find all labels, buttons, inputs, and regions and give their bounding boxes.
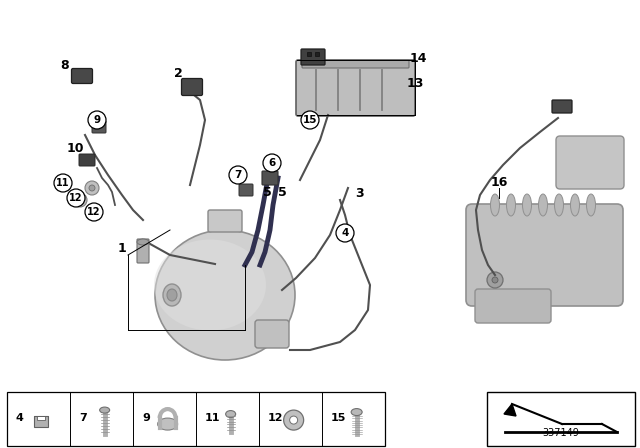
- Text: 15: 15: [331, 413, 346, 423]
- FancyBboxPatch shape: [182, 78, 202, 95]
- Bar: [36, 416, 45, 420]
- Text: 14: 14: [409, 52, 427, 65]
- Text: 12: 12: [87, 207, 100, 217]
- FancyBboxPatch shape: [301, 49, 325, 65]
- Ellipse shape: [100, 407, 109, 413]
- Circle shape: [290, 416, 298, 424]
- Circle shape: [336, 224, 354, 242]
- Ellipse shape: [137, 239, 149, 245]
- Ellipse shape: [490, 194, 499, 216]
- Ellipse shape: [570, 194, 579, 216]
- Text: 11: 11: [56, 178, 70, 188]
- Text: 3: 3: [356, 186, 364, 199]
- Ellipse shape: [554, 194, 563, 216]
- FancyBboxPatch shape: [302, 60, 409, 68]
- Text: 11: 11: [205, 413, 221, 423]
- Circle shape: [229, 166, 247, 184]
- FancyBboxPatch shape: [72, 69, 93, 83]
- Ellipse shape: [522, 194, 531, 216]
- FancyBboxPatch shape: [556, 136, 624, 189]
- Bar: [34, 416, 47, 427]
- Text: 9: 9: [93, 115, 100, 125]
- Ellipse shape: [157, 418, 178, 430]
- Circle shape: [54, 174, 72, 192]
- Text: 10: 10: [67, 142, 84, 155]
- Text: 7: 7: [79, 413, 87, 423]
- Ellipse shape: [167, 289, 177, 301]
- Text: 9: 9: [142, 413, 150, 423]
- FancyBboxPatch shape: [475, 289, 551, 323]
- Circle shape: [73, 193, 87, 207]
- Bar: [7, 392, 385, 446]
- Circle shape: [487, 272, 503, 288]
- Text: 5: 5: [278, 185, 286, 198]
- Circle shape: [88, 111, 106, 129]
- Text: 8: 8: [61, 59, 69, 72]
- Circle shape: [301, 111, 319, 129]
- Text: 6: 6: [268, 158, 276, 168]
- FancyBboxPatch shape: [92, 121, 106, 133]
- FancyBboxPatch shape: [79, 154, 95, 166]
- Text: 5: 5: [262, 185, 271, 198]
- Circle shape: [284, 410, 303, 430]
- Circle shape: [492, 277, 498, 283]
- Text: 4: 4: [16, 413, 24, 423]
- FancyBboxPatch shape: [208, 210, 242, 232]
- Text: 12: 12: [69, 193, 83, 203]
- Ellipse shape: [163, 284, 181, 306]
- Circle shape: [85, 203, 103, 221]
- FancyBboxPatch shape: [296, 60, 415, 116]
- Ellipse shape: [351, 409, 362, 416]
- FancyBboxPatch shape: [466, 204, 623, 306]
- Bar: [307, 52, 311, 56]
- FancyBboxPatch shape: [262, 171, 278, 185]
- Text: 4: 4: [341, 228, 349, 238]
- Ellipse shape: [586, 194, 595, 216]
- Ellipse shape: [155, 230, 295, 360]
- Ellipse shape: [538, 194, 547, 216]
- Text: 12: 12: [268, 413, 284, 423]
- FancyBboxPatch shape: [239, 184, 253, 196]
- Ellipse shape: [506, 194, 515, 216]
- Circle shape: [263, 154, 281, 172]
- Bar: [315, 52, 319, 56]
- Text: 2: 2: [173, 66, 182, 79]
- Polygon shape: [504, 404, 516, 416]
- FancyBboxPatch shape: [137, 239, 149, 263]
- Text: 13: 13: [406, 77, 424, 90]
- Text: 15: 15: [303, 115, 317, 125]
- Text: 1: 1: [118, 241, 126, 254]
- FancyBboxPatch shape: [255, 320, 289, 348]
- Bar: [487, 392, 635, 446]
- Circle shape: [85, 181, 99, 195]
- Text: 7: 7: [234, 170, 242, 180]
- Ellipse shape: [154, 240, 266, 331]
- Circle shape: [77, 197, 83, 203]
- Ellipse shape: [226, 410, 236, 418]
- FancyBboxPatch shape: [552, 100, 572, 113]
- Circle shape: [67, 189, 85, 207]
- Text: 337149: 337149: [543, 428, 579, 438]
- Circle shape: [89, 185, 95, 191]
- Text: 16: 16: [490, 176, 508, 189]
